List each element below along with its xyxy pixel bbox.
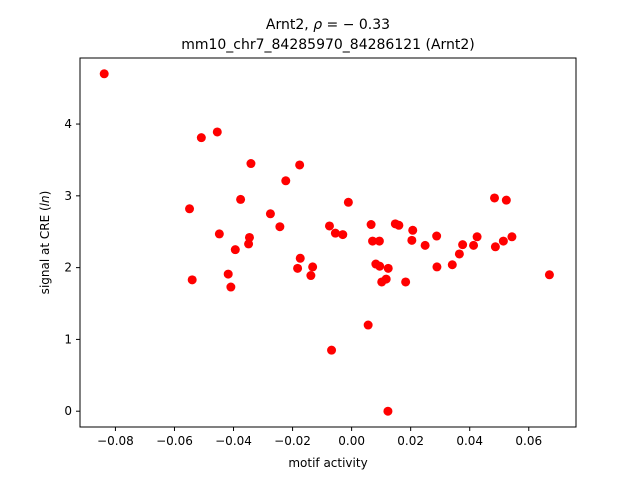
data-point (214, 229, 224, 239)
data-point (306, 271, 316, 281)
x-tick-label: 0.06 (515, 434, 542, 448)
data-point (377, 277, 387, 287)
data-point (490, 242, 500, 252)
data-point (295, 160, 305, 170)
y-axis-ticks: 0 1 2 3 4 (64, 117, 80, 418)
data-point (330, 228, 340, 238)
data-point (236, 194, 246, 204)
data-point (99, 69, 109, 79)
data-point (338, 230, 348, 240)
points-layer (99, 69, 554, 416)
x-tick-label: −0.04 (215, 434, 252, 448)
x-tick-label: −0.02 (274, 434, 311, 448)
chart-title: Arnt2, ρ = − 0.33 (266, 17, 390, 33)
data-point (472, 232, 482, 242)
data-point (275, 222, 285, 232)
data-point (490, 193, 500, 203)
data-point (343, 197, 353, 207)
data-point (469, 240, 479, 250)
data-point (246, 159, 256, 169)
data-point (366, 220, 376, 230)
data-point (507, 232, 517, 242)
data-point (196, 133, 206, 143)
data-point (383, 263, 393, 273)
x-axis-label: motif activity (288, 456, 367, 470)
data-point (458, 240, 468, 250)
data-point (383, 406, 393, 416)
data-point (432, 231, 442, 241)
data-point (185, 204, 195, 214)
data-point (293, 263, 303, 273)
x-axis-ticks: −0.08 −0.06 −0.04 −0.02 0.00 0.02 0.04 0.06 (97, 427, 542, 448)
y-axis-label: signal at CRE (ln) (38, 191, 52, 295)
data-point (375, 261, 385, 271)
data-point (368, 236, 378, 246)
x-tick-label: 0.02 (397, 434, 424, 448)
data-point (408, 225, 418, 235)
data-point (407, 235, 417, 245)
data-point (281, 176, 291, 186)
data-point (230, 245, 240, 255)
data-point (363, 320, 373, 330)
data-point (324, 221, 334, 231)
data-point (544, 270, 554, 280)
data-point (394, 220, 404, 230)
data-point (327, 345, 337, 355)
y-tick-label: 4 (64, 117, 72, 131)
data-point (501, 195, 511, 205)
chart-subtitle: mm10_chr7_84285970_84286121 (Arnt2) (181, 37, 475, 53)
data-point (295, 253, 305, 263)
y-tick-label: 1 (64, 332, 72, 346)
data-point (447, 260, 457, 270)
data-point (454, 249, 464, 259)
data-point (308, 262, 318, 272)
data-point (420, 240, 430, 250)
x-tick-label: 0.04 (456, 434, 483, 448)
y-tick-label: 2 (64, 261, 72, 275)
data-point (498, 236, 508, 246)
data-point (265, 209, 275, 219)
data-point (374, 236, 384, 246)
y-tick-label: 3 (64, 189, 72, 203)
x-tick-label: −0.06 (156, 434, 193, 448)
data-point (187, 275, 197, 285)
x-tick-label: 0.00 (338, 434, 365, 448)
data-point (401, 277, 411, 287)
data-point (212, 127, 222, 137)
x-tick-label: −0.08 (97, 434, 134, 448)
data-point (223, 269, 233, 279)
y-tick-label: 0 (64, 404, 72, 418)
data-point (432, 262, 442, 272)
data-point (226, 282, 236, 292)
plot-frame (79, 57, 577, 428)
data-point (244, 239, 254, 249)
